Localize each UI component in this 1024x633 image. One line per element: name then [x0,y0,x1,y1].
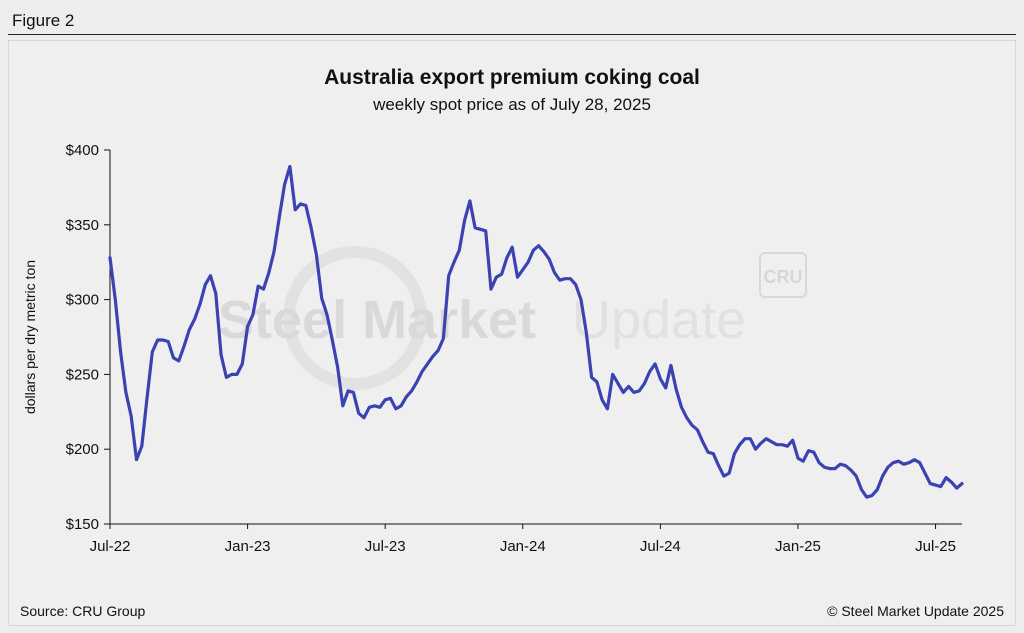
y-tick-label: $300 [66,292,99,309]
copyright-note: © Steel Market Update 2025 [827,603,1004,619]
x-tick-label: Jan-24 [500,538,546,555]
price-series-line [108,164,964,499]
chart-title: Australia export premium coking coal [324,66,700,89]
y-axis-label: dollars per dry metric ton [22,260,38,414]
watermark-brand-bold: Steel Market [218,290,536,350]
y-ticks: $150 $200 $250 $300 $350 $400 [66,142,110,533]
x-tick-label: Jul-25 [915,538,956,555]
x-tick-label: Jan-25 [775,538,821,555]
watermark: Steel Market Update CRU [218,246,807,390]
chart-panel [8,40,1016,626]
y-tick-label: $200 [66,441,99,458]
figure-label: Figure 2 [12,11,75,30]
x-tick-label: Jul-22 [90,538,131,555]
watermark-logo-ring [283,246,427,390]
figure-header: Figure 2 [8,6,1016,35]
x-tick-label: Jul-24 [640,538,681,555]
y-tick-label: $400 [66,142,99,159]
y-tick-label: $250 [66,366,99,383]
watermark-cru-box [759,252,807,298]
source-note: Source: CRU Group [20,603,145,619]
series-group [108,164,964,499]
x-tick-label: Jan-23 [225,538,271,555]
watermark-brand-light: Update [572,290,746,350]
watermark-cru-text: CRU [764,267,803,287]
x-ticks: Jul-22 Jan-23 Jul-23 Jan-24 Jul-24 Jan-25 Jul-… [90,524,956,555]
y-tick-label: $150 [66,516,99,533]
y-tick-label: $350 [66,217,99,234]
x-tick-label: Jul-23 [365,538,406,555]
chart-subtitle: weekly spot price as of July 28, 2025 [372,95,651,114]
